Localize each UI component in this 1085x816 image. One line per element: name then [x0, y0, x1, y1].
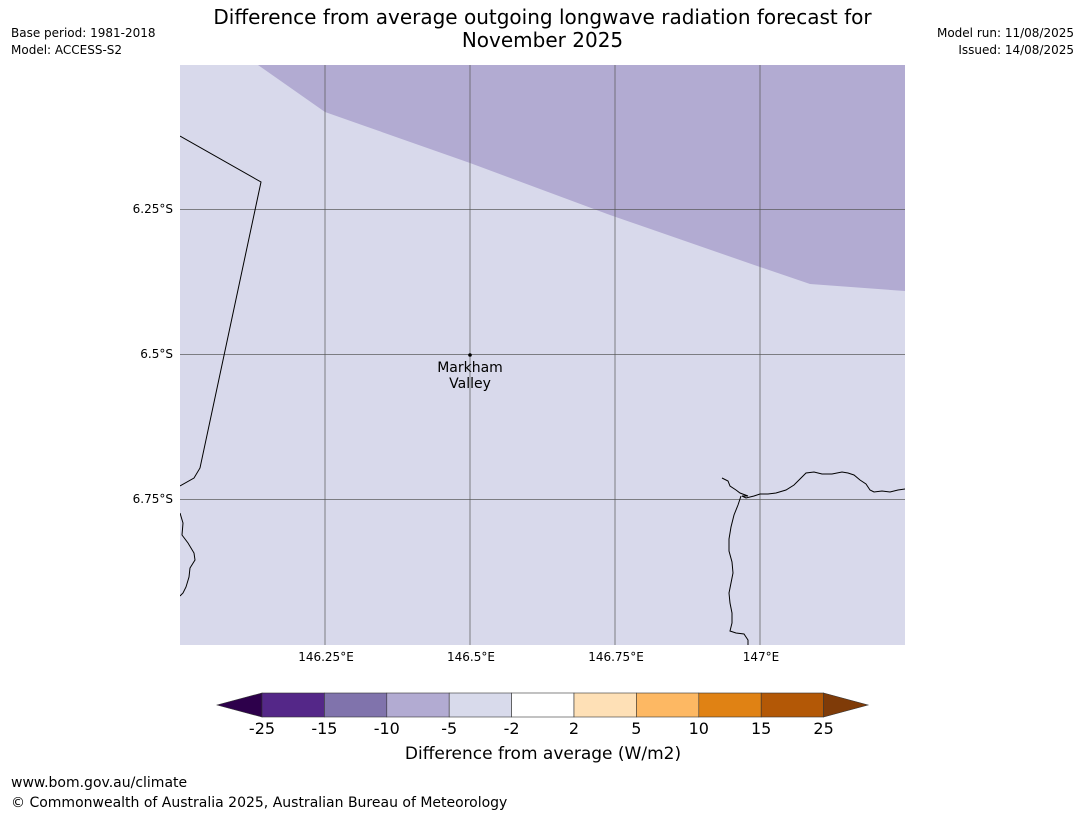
map-panel: [180, 65, 905, 645]
colorbar-tick: -15: [311, 719, 338, 738]
lon-label-3: 146.75°E: [588, 650, 644, 664]
place-line-2: Valley: [449, 376, 491, 392]
boundary-line: [180, 135, 262, 487]
colorbar: [216, 692, 870, 720]
lat-label-3: 6.75°S: [132, 492, 173, 506]
title-line-2: November 2025: [461, 28, 624, 52]
location-marker: [468, 353, 472, 357]
footer-copyright: © Commonwealth of Australia 2025, Austra…: [11, 795, 508, 811]
footer-url[interactable]: www.bom.gov.au/climate: [11, 775, 188, 791]
graticule: [180, 65, 905, 645]
colorbar-segment: [324, 692, 388, 718]
colorbar-extend-low: [216, 692, 263, 718]
meta-right: Model run: 11/08/2025 Issued: 14/08/2025: [937, 25, 1074, 59]
model-text: Model: ACCESS-S2: [11, 43, 123, 57]
model-run-text: Model run: 11/08/2025: [936, 26, 1074, 40]
colorbar-tick: -25: [248, 719, 276, 738]
anomaly-band-dark: [258, 65, 905, 291]
issued-text: Issued: 14/08/2025: [958, 43, 1074, 57]
lat-label-2: 6.5°S: [140, 347, 173, 361]
colorbar-tick: -5: [441, 719, 458, 738]
coastline-right: [721, 471, 905, 499]
coastline-left: [180, 512, 196, 597]
map-svg: [180, 65, 905, 645]
colorbar-extend-high: [823, 692, 870, 718]
colorbar-segment: [511, 692, 575, 718]
title-line-1: Difference from average outgoing longwav…: [213, 5, 872, 29]
lat-label-1: 6.25°S: [132, 202, 173, 216]
place-line-1: Markham: [437, 360, 503, 376]
colorbar-segment: [698, 692, 762, 718]
colorbar-label: Difference from average (W/m2): [404, 744, 682, 764]
colorbar-segment: [760, 692, 824, 718]
colorbar-tick: 15: [751, 719, 772, 738]
colorbar-tick: 25: [813, 719, 834, 738]
colorbar-tick: -10: [373, 719, 400, 738]
river-line: [728, 495, 749, 645]
meta-left: Base period: 1981-2018 Model: ACCESS-S2: [11, 25, 156, 59]
colorbar-tick: 5: [631, 719, 642, 738]
colorbar-tick: 10: [688, 719, 709, 738]
place-label: Markham Valley: [410, 360, 530, 392]
colorbar-svg: [216, 692, 870, 718]
lon-label-1: 146.25°E: [298, 650, 354, 664]
colorbar-tick: 2: [568, 719, 580, 738]
colorbar-segment: [448, 692, 512, 718]
colorbar-segment: [573, 692, 637, 718]
colorbar-segment: [636, 692, 700, 718]
colorbar-tick: -2: [503, 719, 520, 738]
colorbar-segment: [261, 692, 325, 718]
colorbar-segment: [386, 692, 450, 718]
base-period-text: Base period: 1981-2018: [11, 26, 156, 40]
lon-label-4: 147°E: [742, 650, 780, 664]
lon-label-2: 146.5°E: [447, 650, 495, 664]
chart-title: Difference from average outgoing longwav…: [180, 6, 905, 52]
